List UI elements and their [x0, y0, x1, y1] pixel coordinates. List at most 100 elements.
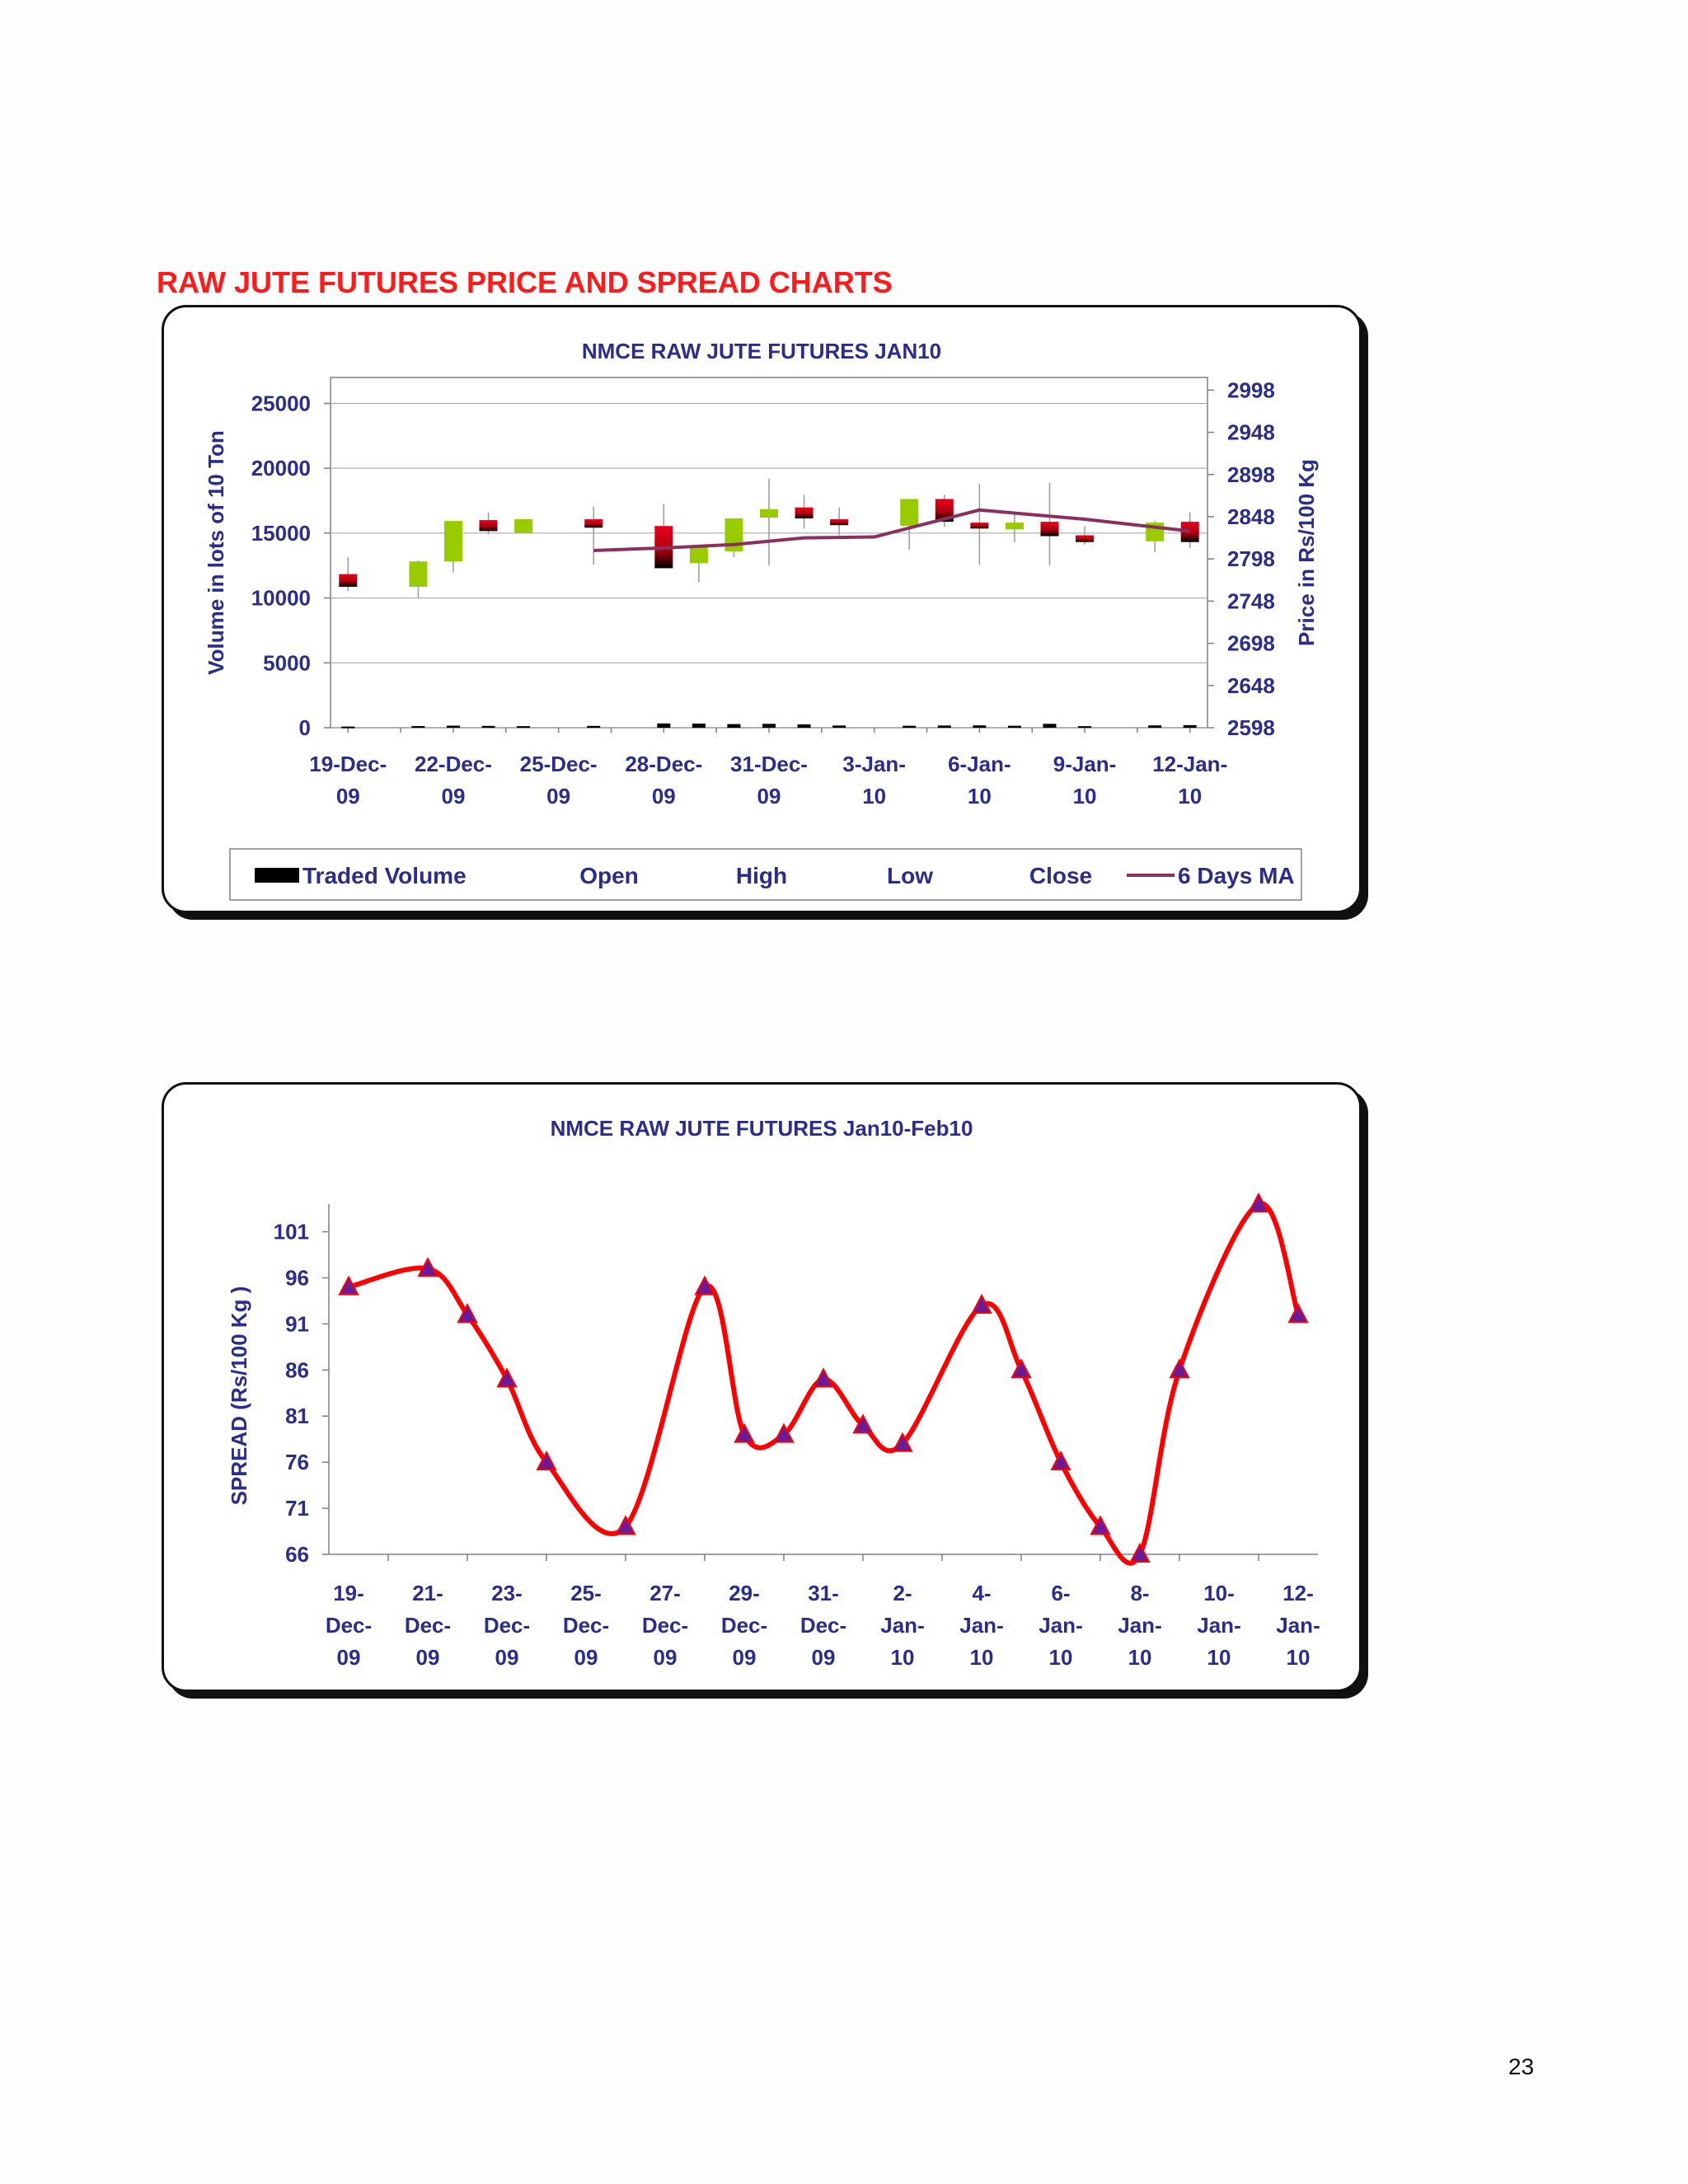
candle-up	[514, 519, 533, 533]
spread-point	[852, 1413, 874, 1434]
x-tick-label: 09	[441, 784, 465, 808]
spread-point	[536, 1451, 557, 1471]
candle-down	[584, 519, 603, 528]
volume-bar	[762, 724, 776, 728]
volume-bar	[1043, 724, 1057, 728]
x-tick-label: Jan-	[1276, 1613, 1320, 1638]
volume-bar	[727, 724, 741, 728]
x-tick-label: 09	[733, 1645, 757, 1670]
y-right-tick-label: 2648	[1227, 673, 1275, 698]
spread-point	[773, 1422, 795, 1443]
volume-bar	[832, 725, 846, 728]
spread-point	[457, 1303, 478, 1324]
spread-point	[1129, 1542, 1151, 1563]
x-tick-label: 2-	[893, 1581, 912, 1605]
x-tick-label: 28-Dec-	[625, 752, 702, 776]
x-tick-label: 10	[1287, 1645, 1311, 1670]
x-tick-label: 10	[970, 1645, 994, 1670]
y-left-tick-label: 20000	[251, 456, 311, 480]
legend-box	[229, 848, 1302, 901]
spread-line	[348, 1201, 1301, 1566]
x-tick-label: 6-	[1051, 1581, 1070, 1605]
x-tick-label: Jan-	[959, 1613, 1003, 1638]
x-tick-label: 10	[891, 1645, 915, 1670]
x-tick-label: 21-	[412, 1581, 443, 1605]
x-tick-label: 29-	[729, 1581, 760, 1605]
y-right-tick-label: 2748	[1227, 588, 1275, 613]
candle-down	[970, 523, 989, 529]
x-tick-label: 10-	[1203, 1581, 1235, 1605]
x-tick-label: 12-Jan-	[1152, 752, 1227, 776]
x-tick-label: 10	[1128, 1645, 1152, 1670]
y-left-axis-label: Volume in lots of 10 Ton	[204, 430, 228, 675]
candle-up	[1005, 523, 1024, 530]
y-left-tick-label: 0	[299, 715, 311, 740]
x-tick-label: Jan-	[880, 1613, 924, 1638]
legend-label: 6 Days MA	[1178, 863, 1295, 888]
legend-label: High	[736, 863, 787, 888]
spread-point	[615, 1515, 636, 1535]
y-tick-label: 91	[285, 1311, 309, 1336]
x-tick-label: Dec-	[642, 1613, 688, 1638]
chart-title: NMCE RAW JUTE FUTURES JAN10	[582, 339, 941, 363]
y-axis-label: SPREAD (Rs/100 Kg )	[227, 1286, 251, 1506]
volume-bar	[657, 723, 671, 728]
spread-point	[1010, 1358, 1032, 1379]
x-tick-label: 6-Jan-	[948, 752, 1011, 776]
y-tick-label: 71	[285, 1496, 309, 1521]
y-right-axis-label: Price in Rs/100 Kg	[1294, 459, 1319, 646]
legend-label: Traded Volume	[302, 863, 467, 888]
spread-point	[1169, 1358, 1190, 1379]
x-tick-label: 27-	[649, 1581, 681, 1605]
volume-bar	[973, 725, 987, 728]
y-left-tick-label: 25000	[251, 391, 311, 415]
page-number: 23	[1508, 2054, 1535, 2079]
x-tick-label: 10	[1178, 784, 1202, 808]
x-tick-label: 22-Dec-	[415, 752, 492, 776]
volume-bar	[481, 725, 495, 728]
x-tick-label: 19-	[333, 1581, 364, 1605]
candle-up	[689, 546, 708, 564]
x-tick-label: 09	[546, 784, 570, 808]
volume-bar	[587, 725, 601, 728]
candle-down	[479, 520, 498, 532]
ma-line	[593, 508, 1190, 552]
page-heading: RAW JUTE FUTURES PRICE AND SPREAD CHARTS	[157, 265, 893, 299]
x-tick-label: 19-Dec-	[309, 752, 387, 776]
x-tick-label: 09	[574, 1645, 598, 1670]
y-right-tick-label: 2848	[1227, 504, 1275, 529]
volume-bar	[341, 726, 355, 729]
spread-point	[813, 1367, 834, 1388]
spread-chart-panel: NMCE RAW JUTE FUTURES Jan10-Feb10 66 71 76 8…	[162, 1082, 1362, 1692]
y-tick-label: 96	[285, 1265, 309, 1290]
x-tick-label: 09	[654, 1645, 678, 1670]
x-tick-label: 4-	[972, 1581, 991, 1605]
x-tick-label: Dec-	[326, 1613, 372, 1638]
volume-bar	[797, 724, 811, 728]
y-right-tick-label: 2898	[1227, 462, 1275, 487]
y-tick-label: 81	[285, 1404, 309, 1428]
y-left-tick-label: 5000	[263, 650, 311, 675]
volume-bar	[1148, 725, 1162, 728]
y-tick-label: 66	[285, 1542, 309, 1567]
x-tick-label: 10	[968, 784, 992, 808]
candle-down	[339, 574, 358, 587]
volume-bar	[517, 726, 531, 729]
y-left-tick-label: 15000	[251, 521, 311, 546]
legend-label: Low	[887, 863, 933, 888]
x-tick-label: 09	[757, 784, 781, 808]
volume-bar	[446, 725, 460, 728]
spread-point	[496, 1367, 518, 1388]
x-tick-label: 09	[652, 784, 676, 808]
x-tick-label: 09	[337, 1645, 361, 1670]
x-tick-label: 09	[495, 1645, 519, 1670]
x-tick-label: Dec-	[721, 1613, 767, 1638]
spread-point	[971, 1293, 992, 1315]
candle-down	[830, 519, 849, 526]
x-tick-label: 3-Jan-	[842, 752, 906, 776]
x-tick-label: 23-	[491, 1581, 523, 1605]
x-tick-label: 31-	[808, 1581, 839, 1605]
spread-point	[1050, 1451, 1071, 1471]
x-tick-label: Dec-	[800, 1613, 846, 1638]
y-tick-label: 86	[285, 1357, 309, 1382]
